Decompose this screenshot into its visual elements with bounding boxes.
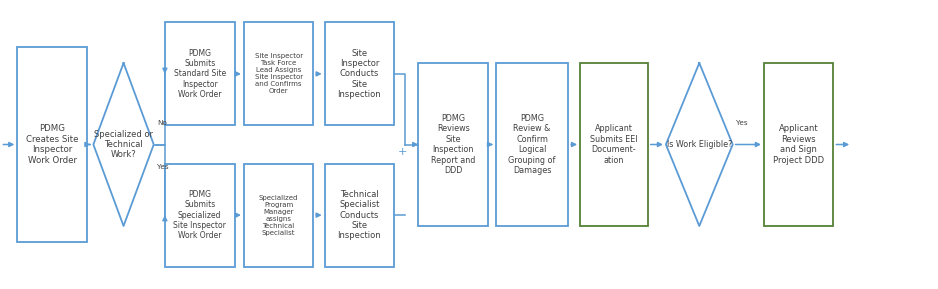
Text: Specialized
Program
Manager
assigns
Technical
Specialist: Specialized Program Manager assigns Tech… — [259, 194, 298, 236]
FancyBboxPatch shape — [244, 22, 313, 125]
Text: Applicant
Reviews
and Sign
Project DDD: Applicant Reviews and Sign Project DDD — [773, 124, 825, 165]
FancyBboxPatch shape — [496, 63, 568, 226]
Text: Technical
Specialist
Conducts
Site
Inspection: Technical Specialist Conducts Site Inspe… — [338, 190, 381, 240]
Text: Specialized or
Technical
Work?: Specialized or Technical Work? — [94, 129, 153, 160]
FancyBboxPatch shape — [325, 22, 394, 125]
Text: Yes: Yes — [158, 164, 169, 170]
Text: No: No — [158, 121, 167, 127]
Text: Site
Inspector
Conducts
Site
Inspection: Site Inspector Conducts Site Inspection — [338, 49, 381, 99]
Text: PDMG
Submits
Specialized
Site Inspector
Work Order: PDMG Submits Specialized Site Inspector … — [174, 190, 226, 240]
Text: PDMG
Review &
Confirm
Logical
Grouping of
Damages: PDMG Review & Confirm Logical Grouping o… — [508, 114, 556, 175]
Text: PDMG
Submits
Standard Site
Inspector
Work Order: PDMG Submits Standard Site Inspector Wor… — [174, 49, 226, 99]
Text: Yes: Yes — [736, 121, 749, 127]
Text: Applicant
Submits EEI
Document-
ation: Applicant Submits EEI Document- ation — [590, 124, 638, 165]
FancyBboxPatch shape — [244, 164, 313, 267]
FancyBboxPatch shape — [165, 22, 234, 125]
Polygon shape — [94, 63, 154, 226]
FancyBboxPatch shape — [764, 63, 834, 226]
Text: +: + — [398, 147, 407, 158]
Polygon shape — [666, 63, 733, 226]
FancyBboxPatch shape — [17, 47, 87, 242]
Text: PDMG
Reviews
Site
Inspection
Report and
DDD: PDMG Reviews Site Inspection Report and … — [431, 114, 476, 175]
Text: Is Work Eligible?: Is Work Eligible? — [667, 140, 732, 149]
FancyBboxPatch shape — [418, 63, 488, 226]
Text: PDMG
Creates Site
Inspector
Work Order: PDMG Creates Site Inspector Work Order — [26, 124, 78, 165]
FancyBboxPatch shape — [580, 63, 648, 226]
FancyBboxPatch shape — [165, 164, 234, 267]
Text: Site Inspector
Task Force
Lead Assigns
Site Inspector
and Confirms
Order: Site Inspector Task Force Lead Assigns S… — [254, 53, 303, 95]
FancyBboxPatch shape — [325, 164, 394, 267]
